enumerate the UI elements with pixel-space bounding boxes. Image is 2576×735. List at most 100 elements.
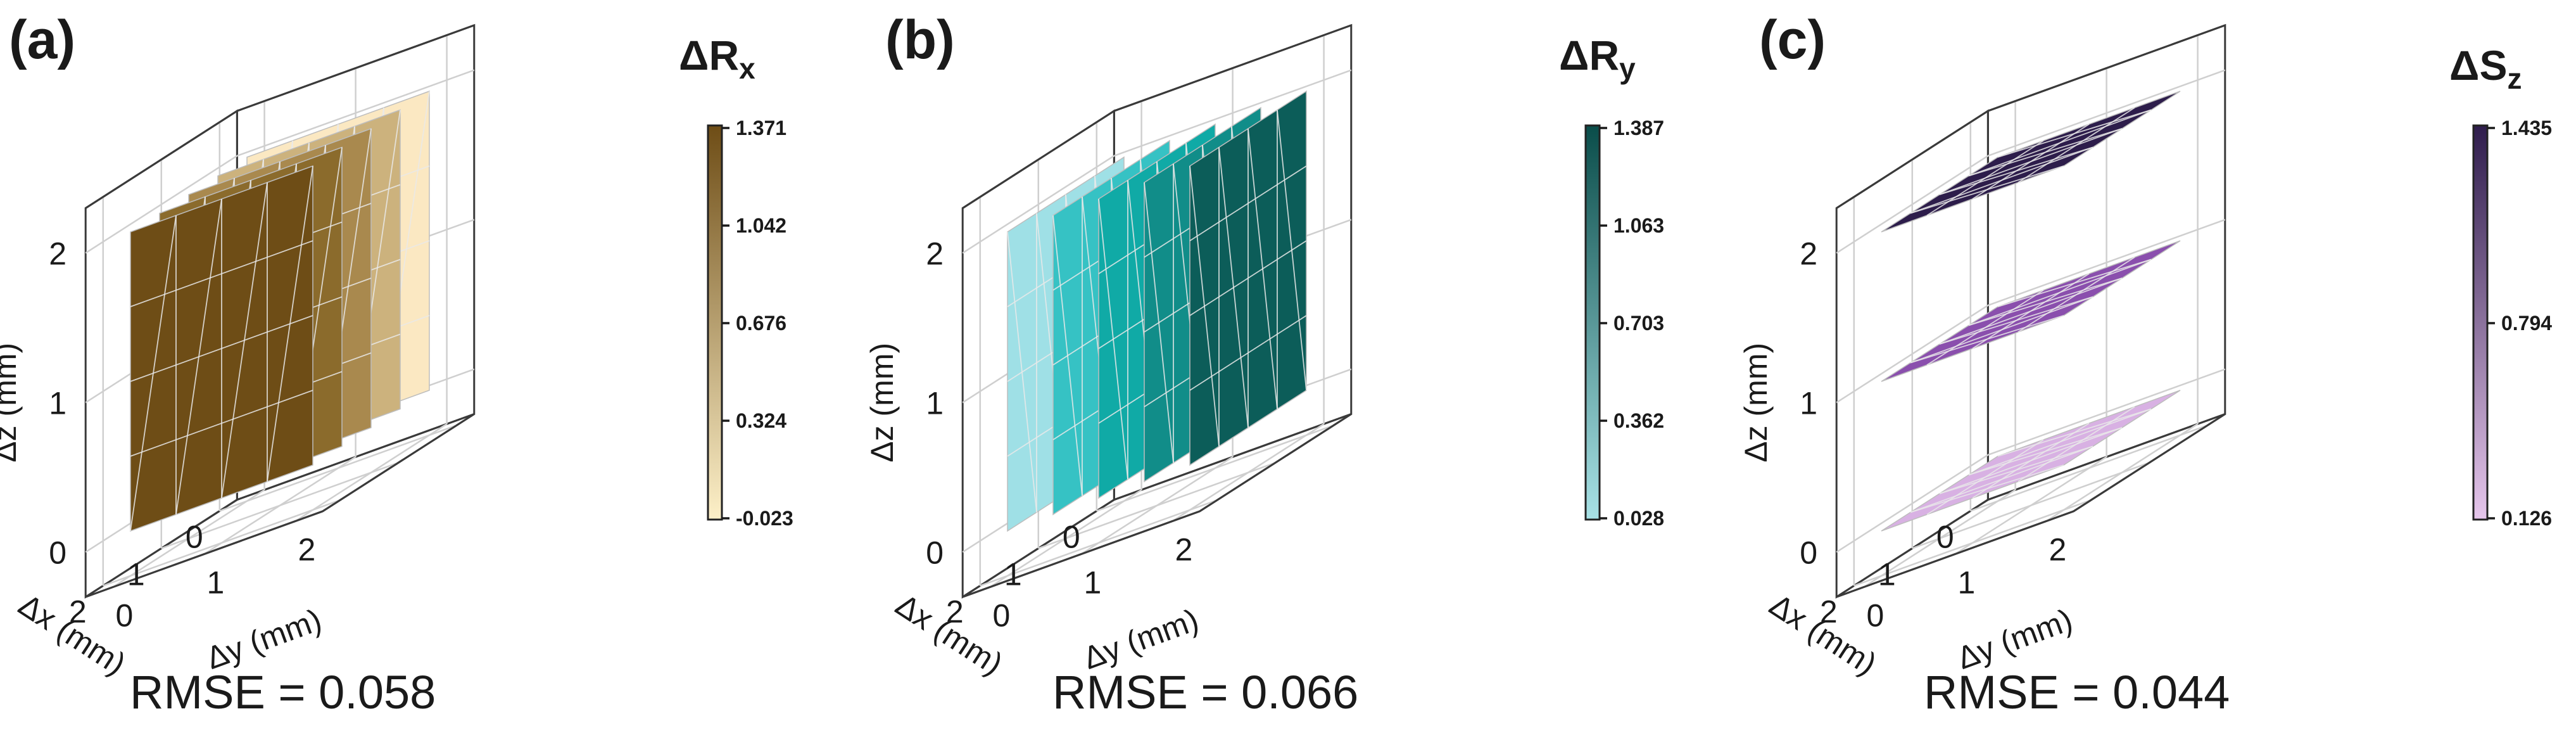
panel-b-top-edge	[962, 24, 1352, 209]
panel-c-z-tick-label: 2	[1800, 236, 1817, 271]
panel-c-x-tick-label: 2	[1820, 594, 1838, 629]
panel-c-z-tick-label: 0	[1800, 535, 1817, 570]
panel-b-plane-mesh-line	[1052, 215, 1083, 496]
panel-c-plane-mesh-line	[2017, 406, 2135, 482]
panel-b-colorbar-gradient	[1584, 124, 1601, 521]
panel-c-colorbar-gradient	[2472, 124, 2489, 521]
panel-b-z-tick-label: 2	[926, 236, 944, 271]
panel-c-plane-mesh-line	[2017, 257, 2135, 333]
panel-a-floor-edge	[85, 413, 475, 598]
panel-c-floor-gridline	[1954, 456, 2107, 555]
panel-c-plane-mesh-line	[1939, 146, 2093, 195]
panel-b-floor-edge	[962, 413, 1352, 598]
panel-b-plane-mesh-line	[1007, 231, 1037, 513]
panel-b-y-axis-label: Δy (mm)	[1078, 602, 1203, 676]
panel-a-colorbar-gradient	[707, 124, 723, 521]
panel-c-plane-mesh-line	[1910, 296, 2093, 364]
panel-b-wall-gridline	[1113, 69, 1352, 157]
panel-b-plane-mesh-line	[1218, 147, 1249, 428]
panel-c-plane-mesh-line	[1968, 128, 2123, 177]
panel-a-plane-mesh-line	[175, 198, 222, 515]
panel-c-x-tick-label: 0	[1936, 519, 1954, 554]
panel-c-colorbar-tick-label: 1.435	[2501, 117, 2552, 139]
panel-c-wall-gridline	[1987, 219, 2226, 307]
panel-a-x-tick-label: 0	[186, 519, 203, 554]
panel-c-floor-gridline	[1853, 499, 2092, 587]
panel-b-wall-gridline	[962, 155, 1115, 254]
panel-b-x-tick-label: 1	[1004, 556, 1022, 592]
panel-c-plane-mesh-line	[1968, 427, 2123, 476]
panel-b-colorbar-tick-label: 0.703	[1613, 312, 1664, 335]
panel-a-z-tick-label: 2	[49, 236, 66, 271]
panel-b-y-tick-label: 2	[1175, 532, 1192, 568]
panel-b-plane-mesh-line	[1189, 165, 1220, 447]
panel-a-z-axis-label: Δz (mm)	[0, 343, 23, 463]
panel-c-colorbar-title: ΔSz	[2449, 42, 2522, 95]
panel-a-plane-mesh-line	[130, 315, 313, 382]
panel-a-plane-mesh-line	[130, 215, 177, 532]
panel-a-rmse: RMSE = 0.058	[130, 666, 436, 719]
panel-b-plane-mesh-line	[1144, 182, 1174, 463]
panel-b-floor-gridline	[1171, 423, 1325, 522]
panel-b-floor-gridline	[1080, 456, 1234, 555]
panel-c-plane-mesh-line	[1972, 124, 2090, 200]
panel-a-colorbar-tick-label: 0.324	[736, 409, 786, 432]
panel-c-plane-mesh-line	[2017, 107, 2135, 183]
panel-c-floor-gridline	[2045, 423, 2199, 522]
panel-a-plane-mesh-line	[221, 182, 268, 499]
panel-c-plane-mesh-line	[1910, 146, 2093, 214]
panel-a-y-tick-label: 0	[115, 598, 133, 634]
panel-a-x-tick-label: 1	[127, 556, 145, 592]
panel-c-z-tick-label: 1	[1800, 385, 1817, 421]
panel-c-label: (c)	[1759, 10, 1826, 70]
panel-a-wall-gridline	[236, 69, 475, 157]
panel-a-colorbar-title: ΔRx	[679, 32, 755, 85]
panel-b-plane-mesh-line	[1189, 240, 1307, 316]
panel-b-y-tick-label: 1	[1083, 565, 1101, 601]
panel-c-wall-gridline	[1836, 155, 1989, 254]
panel-a-y-axis-label: Δy (mm)	[201, 602, 326, 676]
panel-a-plane-mesh-line	[130, 240, 313, 307]
panel-a-top-edge	[85, 24, 475, 209]
panel-a-y-tick-label: 1	[206, 565, 224, 601]
panel-c-colorbar-tick-label: 0.794	[2501, 312, 2552, 335]
panel-c-z-axis-label: Δz (mm)	[1738, 343, 1774, 463]
panel-c-plane-mesh-line	[1972, 423, 2090, 499]
panel-b-plane-mesh-line	[1098, 198, 1128, 480]
panel-b-z-tick-label: 1	[926, 385, 944, 421]
panel-b-z-tick-label: 0	[926, 535, 944, 570]
panel-b-x-tick-label: 2	[946, 594, 964, 629]
panel-c-plane-mesh-line	[1972, 273, 2090, 349]
panel-c-rmse: RMSE = 0.044	[1924, 666, 2230, 719]
panel-a-colorbar: ΔRx 1.371 1.042 0.676 0.324 -0.023	[679, 32, 793, 530]
panel-b-colorbar-tick-label: 1.063	[1613, 214, 1664, 237]
panel-c-y-tick-label: 0	[1866, 598, 1884, 634]
panel-a-x-tick-label: 2	[69, 594, 87, 629]
panel-b-colorbar-title: ΔRy	[1559, 32, 1636, 85]
panel-a-colorbar-tick-label: 1.042	[736, 214, 786, 237]
panel-c-plane-mesh-line	[1910, 464, 2064, 513]
panel-b-y-tick-label: 0	[992, 598, 1010, 634]
panel-c-y-tick-label: 1	[1957, 565, 1975, 601]
panel-c-y-axis-label: Δy (mm)	[1952, 602, 2077, 676]
panel-a-z-tick-label: 1	[49, 385, 66, 421]
panel-c-plane-mesh-line	[1910, 315, 2064, 364]
panel-a-floor-gridline	[203, 456, 357, 555]
panel-c-y-tick-label: 2	[2049, 532, 2066, 568]
panel-a-y-tick-label: 2	[298, 532, 315, 568]
panel-a-z-tick-label: 0	[49, 535, 66, 570]
panel-b-floor-gridline	[980, 499, 1218, 587]
panel-b-colorbar-tick-label: 0.362	[1613, 409, 1664, 432]
panel-b-colorbar-tick-label: 0.028	[1613, 507, 1664, 530]
panel-c-top-edge	[1836, 24, 2226, 209]
panel-b-rmse: RMSE = 0.066	[1052, 666, 1358, 719]
panel-a-wall-gridline	[85, 155, 238, 254]
panel-c-colorbar: ΔSz 1.435 0.794 0.126	[2449, 42, 2552, 530]
panel-b-x-tick-label: 0	[1063, 519, 1080, 554]
